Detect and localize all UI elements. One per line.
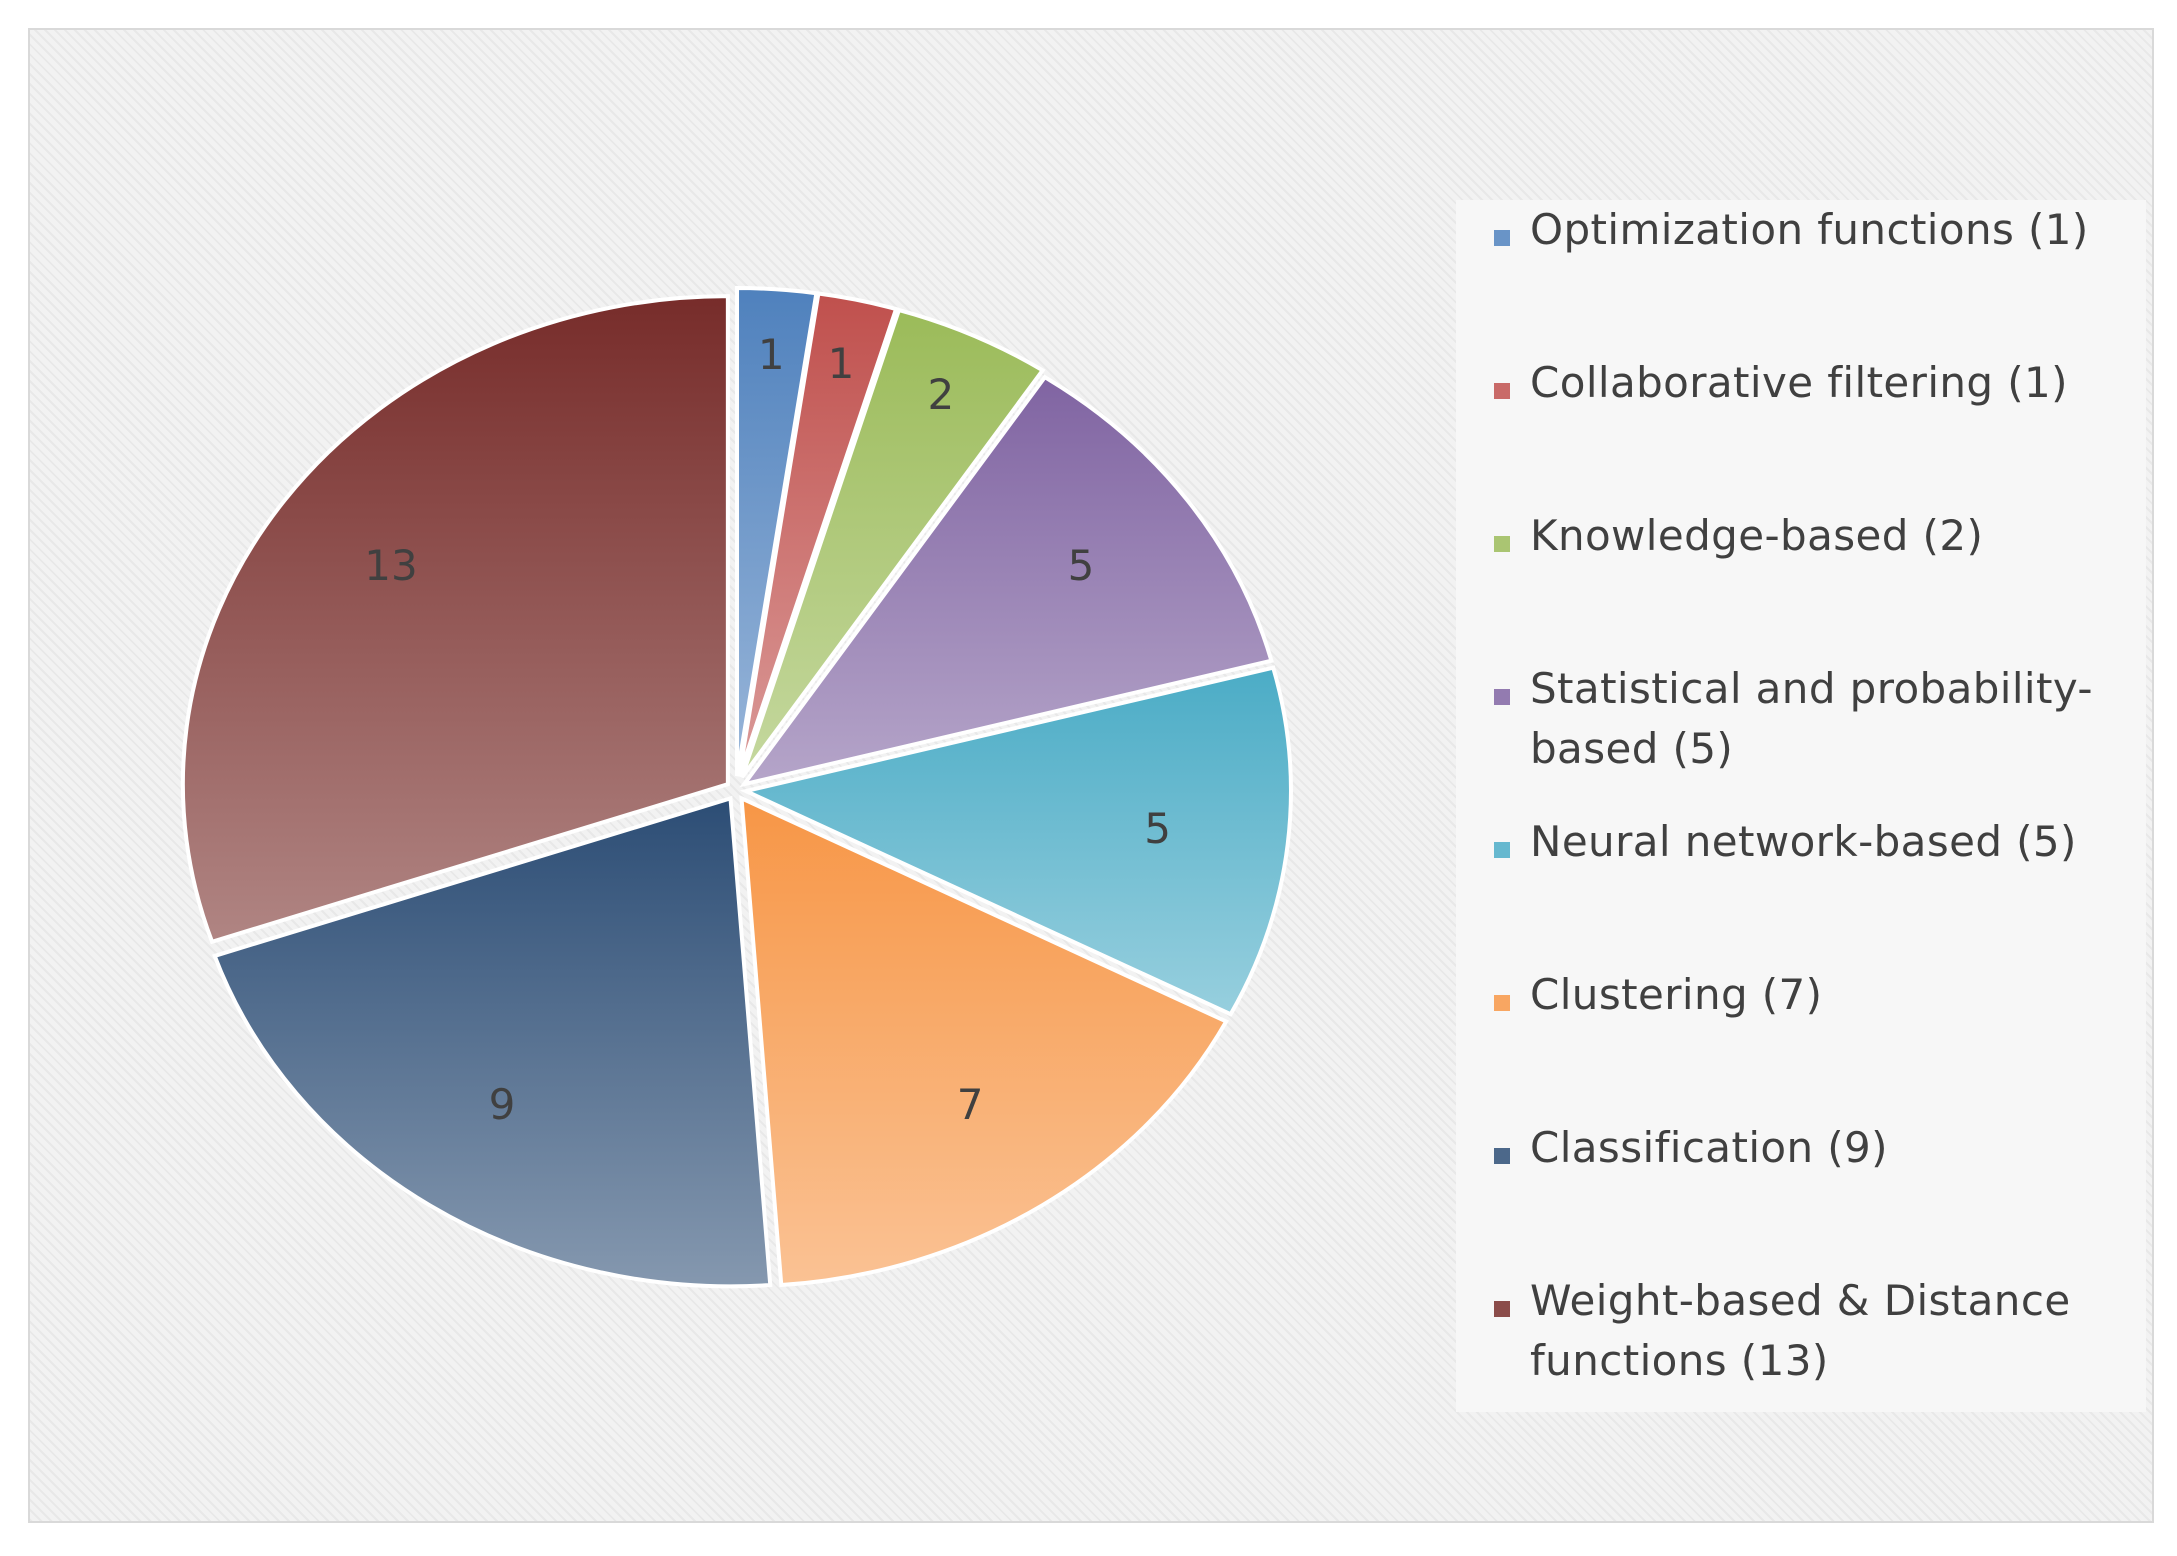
pie-slice-5 bbox=[739, 665, 1293, 1017]
legend-label-2-line-1: Collaborative filtering (1) bbox=[1530, 358, 2068, 407]
legend-label-4: Statistical and probability-based (5) bbox=[1530, 659, 2093, 779]
legend-item-3: Knowledge-based (2) bbox=[1494, 506, 2134, 566]
legend-swatch-8 bbox=[1494, 1301, 1510, 1317]
legend-swatch-5 bbox=[1494, 842, 1510, 858]
data-label-4: 5 bbox=[1068, 541, 1095, 590]
data-label-5: 5 bbox=[1144, 804, 1171, 853]
legend-label-5-line-1: Neural network-based (5) bbox=[1530, 817, 2077, 866]
legend-label-8-line-2: functions (13) bbox=[1530, 1336, 1829, 1385]
legend: Optimization functions (1) Collaborative … bbox=[1456, 200, 2146, 1412]
legend-swatch-7 bbox=[1494, 1148, 1510, 1164]
legend-item-8: Weight-based & Distance functions (13) bbox=[1494, 1271, 2134, 1391]
legend-swatch-3 bbox=[1494, 536, 1510, 552]
legend-label-3-line-1: Knowledge-based (2) bbox=[1530, 511, 1984, 560]
pie-slice-4 bbox=[739, 374, 1274, 788]
legend-label-4-line-2: based (5) bbox=[1530, 724, 1734, 773]
data-label-6: 7 bbox=[957, 1080, 984, 1129]
legend-label-7-line-1: Classification (9) bbox=[1530, 1123, 1888, 1172]
legend-swatch-6 bbox=[1494, 995, 1510, 1011]
pie-slice-1 bbox=[735, 286, 819, 777]
legend-label-3: Knowledge-based (2) bbox=[1530, 506, 1983, 566]
legend-item-6: Clustering (7) bbox=[1494, 965, 2134, 1025]
pie-slice-2 bbox=[737, 291, 899, 777]
pie-slices bbox=[180, 286, 1293, 1289]
data-label-1: 1 bbox=[758, 330, 785, 379]
legend-item-2: Collaborative filtering (1) bbox=[1494, 353, 2134, 413]
pie-slice-6 bbox=[739, 795, 1230, 1288]
legend-label-8-line-1: Weight-based & Distance bbox=[1530, 1276, 2071, 1325]
data-label-2: 1 bbox=[828, 339, 855, 388]
legend-swatch-4 bbox=[1494, 689, 1510, 705]
legend-label-8: Weight-based & Distance functions (13) bbox=[1530, 1271, 2071, 1391]
legend-label-1-line-1: Optimization functions (1) bbox=[1530, 205, 2089, 254]
legend-swatch-1 bbox=[1494, 230, 1510, 246]
legend-label-4-line-1: Statistical and probability- bbox=[1530, 664, 2093, 713]
legend-label-5: Neural network-based (5) bbox=[1530, 812, 2077, 872]
data-label-7: 9 bbox=[489, 1080, 516, 1129]
legend-label-2: Collaborative filtering (1) bbox=[1530, 353, 2068, 413]
pie-slice-8 bbox=[180, 294, 730, 945]
legend-label-7: Classification (9) bbox=[1530, 1118, 1888, 1178]
legend-item-4: Statistical and probability-based (5) bbox=[1494, 659, 2134, 779]
legend-label-6: Clustering (7) bbox=[1530, 965, 1822, 1025]
pie-slice-7 bbox=[212, 795, 773, 1289]
data-label-3: 2 bbox=[928, 370, 955, 419]
legend-item-7: Classification (9) bbox=[1494, 1118, 2134, 1178]
legend-label-1: Optimization functions (1) bbox=[1530, 200, 2089, 260]
pie-slice-3 bbox=[740, 307, 1046, 779]
legend-item-1: Optimization functions (1) bbox=[1494, 200, 2134, 260]
data-label-8: 13 bbox=[364, 541, 417, 590]
legend-swatch-2 bbox=[1494, 383, 1510, 399]
pie-data-labels: 1 1 2 5 5 7 9 13 bbox=[364, 330, 1171, 1129]
legend-label-6-line-1: Clustering (7) bbox=[1530, 970, 1823, 1019]
legend-item-5: Neural network-based (5) bbox=[1494, 812, 2134, 872]
